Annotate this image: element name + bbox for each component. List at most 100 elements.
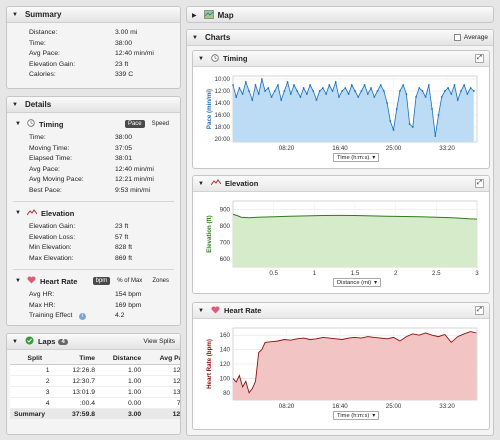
- stat-label: Elevation Gain:: [29, 223, 76, 230]
- collapse-triangle-icon[interactable]: ▼: [198, 307, 204, 314]
- timing-subheader[interactable]: ▼ Timing Pace Speed: [7, 117, 180, 131]
- stat-row: Max HR: 169 bpm: [7, 302, 180, 313]
- stat-value: 4.2: [115, 312, 125, 319]
- stat-label: Time:: [29, 134, 46, 141]
- collapse-triangle-icon[interactable]: ▼: [12, 338, 18, 345]
- map-header[interactable]: ▶ Map: [187, 7, 493, 22]
- average-label: Average: [463, 34, 488, 41]
- stat-row: Time: 38:00: [7, 40, 180, 51]
- heart-rate-chart-panel: ▼ Heart Rate ⤢ 160 140 120 100 80 08:20 16:40 2…: [192, 302, 490, 430]
- map-panel: ▶ Map: [186, 6, 494, 23]
- data-point: [257, 93, 260, 95]
- laps-column-header[interactable]: Split: [10, 353, 60, 365]
- map-icon: [203, 9, 214, 21]
- expand-triangle-icon[interactable]: ▶: [192, 12, 197, 19]
- data-point: [280, 99, 283, 101]
- data-point: [427, 84, 430, 86]
- x-tick-label: 08:20: [279, 403, 295, 410]
- collapse-triangle-icon[interactable]: ▼: [15, 210, 21, 216]
- y-tick-label: 800: [220, 223, 231, 230]
- stat-row: Training Effect 4.2 i: [7, 312, 180, 323]
- y-tick-label: 12:00: [215, 88, 231, 95]
- table-cell: 7:39: [145, 397, 180, 409]
- x-axis-select[interactable]: Time (h:m:s) ▾: [333, 411, 380, 420]
- heart-rate-chart[interactable]: 160 140 120 100 80 08:20 16:40 25:00 33:20 Heart …: [193, 319, 490, 430]
- elevation-icon: [26, 208, 38, 218]
- stat-row: Avg Pace: 12:40 min/mi: [7, 166, 180, 177]
- table-cell: 1: [10, 364, 60, 376]
- x-tick-label: 2: [394, 270, 398, 277]
- stat-row: Max Elevation: 869 ft: [7, 255, 180, 266]
- summary-header[interactable]: ▼ Summary: [7, 7, 180, 23]
- x-tick-label: 0.5: [269, 270, 278, 277]
- series-line: [232, 213, 478, 220]
- data-point: [431, 108, 433, 110]
- collapse-triangle-icon[interactable]: ▼: [198, 55, 204, 62]
- collapse-triangle-icon[interactable]: ▼: [12, 11, 18, 18]
- data-point: [460, 90, 462, 92]
- bpm-toggle[interactable]: bpm: [92, 277, 111, 285]
- y-tick-label: 20:00: [215, 136, 231, 143]
- percent-of-max-toggle[interactable]: % of Max: [117, 278, 143, 284]
- x-axis-select[interactable]: Time (h:m:s) ▾: [333, 153, 380, 162]
- pace-toggle[interactable]: Pace: [124, 120, 145, 128]
- x-axis-select[interactable]: Distance (mi) ▾: [333, 278, 382, 287]
- details-header[interactable]: ▼ Details: [7, 97, 180, 113]
- x-tick-label: 16:40: [332, 403, 348, 410]
- elevation-subheader[interactable]: ▼ Elevation: [7, 206, 180, 220]
- table-row[interactable]: 4:00.40.007:39: [10, 397, 180, 409]
- data-point: [373, 96, 376, 98]
- data-point: [238, 87, 241, 89]
- info-icon[interactable]: i: [79, 313, 86, 320]
- timing-chart-header[interactable]: ▼ Timing ⤢: [193, 51, 489, 67]
- y-tick-label: 160: [220, 332, 231, 339]
- laps-column-header[interactable]: Time: [59, 353, 100, 365]
- data-point: [341, 90, 344, 92]
- stat-label: Moving Time:: [29, 144, 70, 152]
- x-tick-label: 33:20: [439, 145, 455, 152]
- expand-chart-icon[interactable]: ⤢: [475, 179, 484, 188]
- series-area: [233, 79, 474, 142]
- data-point: [318, 90, 321, 92]
- stat-value: 38:00: [115, 134, 133, 141]
- expand-chart-icon[interactable]: ⤢: [475, 306, 484, 315]
- view-splits-link[interactable]: View Splits: [143, 338, 175, 345]
- average-checkbox[interactable]: [453, 34, 461, 41]
- timing-chart[interactable]: 10:00 12:00 14:00 16:00 18:00 20:00 08:20 16:40…: [193, 67, 490, 169]
- y-axis-label: Elevation (ft): [206, 215, 213, 252]
- laps-header[interactable]: ▼ Laps 4 View Splits: [7, 334, 180, 350]
- heart-rate-chart-header[interactable]: ▼ Heart Rate ⤢: [193, 303, 489, 319]
- table-cell: 12:40: [145, 408, 180, 419]
- collapse-triangle-icon[interactable]: ▼: [192, 34, 198, 41]
- data-point: [469, 87, 472, 89]
- data-point: [331, 90, 334, 92]
- data-point: [325, 93, 328, 95]
- expand-chart-icon[interactable]: ⤢: [475, 54, 484, 63]
- stat-label: Elapsed Time:: [29, 155, 73, 162]
- stat-row: Elevation Loss: 57 ft: [7, 234, 180, 245]
- stat-value: 23 ft: [115, 60, 129, 68]
- laps-column-header[interactable]: Avg Pace: [145, 353, 180, 365]
- stat-value: 37:05: [115, 144, 133, 152]
- collapse-triangle-icon[interactable]: ▼: [12, 101, 18, 108]
- collapse-triangle-icon[interactable]: ▼: [15, 121, 21, 127]
- heart-rate-subheader[interactable]: ▼ Heart Rate bpm % of Max Zones: [7, 274, 180, 288]
- elevation-chart[interactable]: 900 800 700 600 0.5 1 1.5 2 2.5 3 Elevation (ft): [193, 192, 490, 294]
- laps-column-header[interactable]: Distance: [99, 353, 146, 365]
- zones-toggle[interactable]: Zones: [152, 278, 169, 284]
- elevation-chart-panel: ▼ Elevation ⤢ 900 800 700 600 0.5 1 1.5 2 2.5 3 El…: [192, 175, 490, 294]
- timing-title: Timing: [38, 119, 64, 129]
- data-point: [382, 90, 385, 92]
- data-point: [296, 90, 299, 92]
- data-point: [251, 99, 254, 101]
- charts-header[interactable]: ▼ Charts Average: [187, 30, 493, 46]
- data-point: [463, 84, 466, 86]
- collapse-triangle-icon[interactable]: ▼: [198, 180, 204, 187]
- speed-toggle[interactable]: Speed: [151, 121, 169, 127]
- collapse-triangle-icon[interactable]: ▼: [15, 278, 21, 284]
- elevation-chart-header[interactable]: ▼ Elevation ⤢: [193, 176, 489, 192]
